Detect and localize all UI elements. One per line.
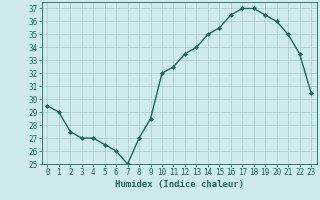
X-axis label: Humidex (Indice chaleur): Humidex (Indice chaleur) — [115, 180, 244, 189]
